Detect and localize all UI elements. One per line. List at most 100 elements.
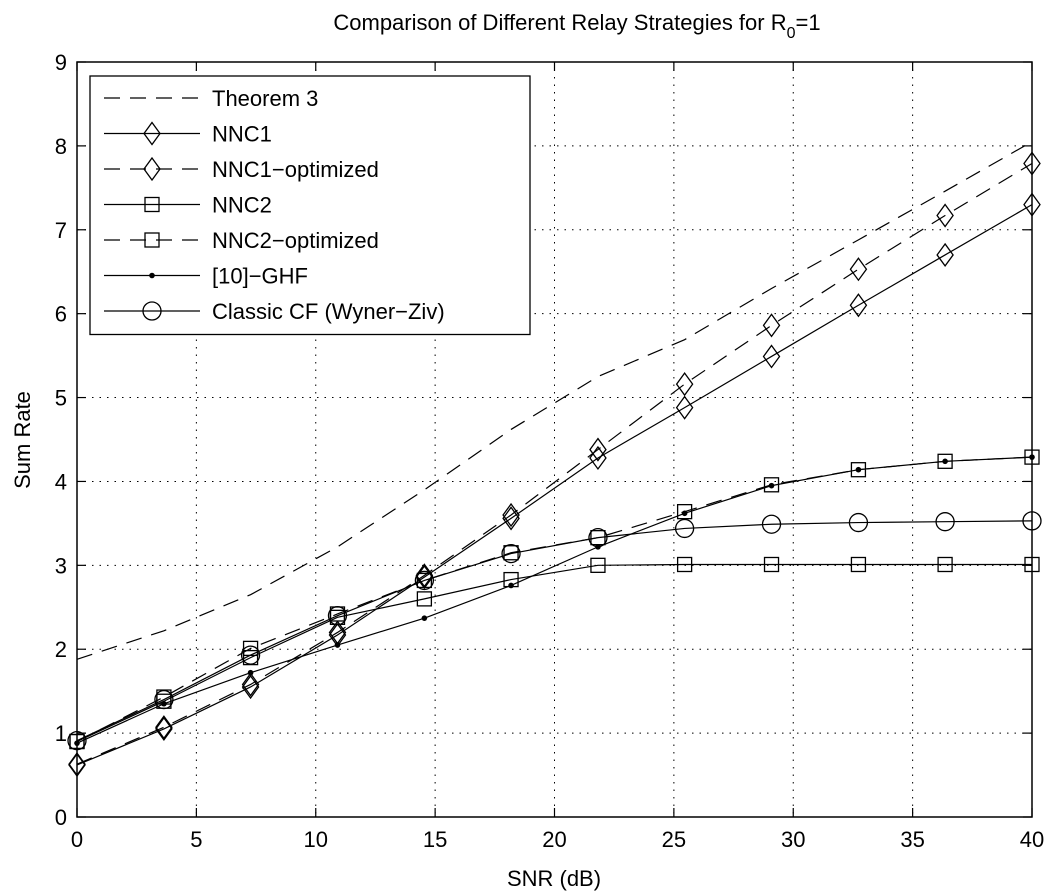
marker-diamond bbox=[502, 506, 520, 531]
marker-diamond bbox=[1023, 151, 1041, 176]
marker-circle bbox=[67, 731, 87, 751]
marker-diamond bbox=[502, 502, 520, 528]
marker-diamond bbox=[849, 293, 868, 318]
marker-dot bbox=[247, 669, 254, 676]
grid bbox=[77, 62, 1032, 817]
marker-square bbox=[590, 557, 606, 573]
marker-dot bbox=[508, 582, 514, 589]
marker-dot bbox=[161, 700, 167, 707]
x-tick-label: 15 bbox=[423, 827, 447, 852]
marker-square bbox=[937, 556, 953, 573]
marker-dot bbox=[942, 458, 948, 465]
marker-diamond bbox=[762, 344, 781, 369]
legend-label: Classic CF (Wyner−Ziv) bbox=[212, 299, 445, 324]
marker-circle bbox=[327, 606, 348, 626]
chart-title: Comparison of Different Relay Strategies… bbox=[333, 10, 820, 42]
marker-circle bbox=[142, 301, 162, 321]
marker-circle bbox=[501, 543, 521, 564]
marker-square bbox=[763, 556, 780, 573]
marker-diamond bbox=[155, 715, 173, 740]
legend-label: NNC1 bbox=[212, 122, 272, 147]
marker-square bbox=[416, 591, 433, 607]
x-axis-label: SNR (dB) bbox=[507, 866, 601, 891]
marker-diamond bbox=[936, 203, 954, 228]
x-tick-label: 40 bbox=[1020, 827, 1044, 852]
marker-circle bbox=[674, 518, 695, 539]
marker-dot bbox=[1029, 454, 1035, 460]
marker-dot bbox=[334, 642, 341, 648]
marker-dot bbox=[74, 740, 80, 746]
marker-dot bbox=[149, 272, 155, 279]
marker-circle bbox=[1022, 511, 1042, 531]
marker-diamond bbox=[143, 156, 161, 182]
series-line bbox=[76, 563, 1032, 743]
y-tick-label: 2 bbox=[55, 637, 67, 662]
marker-square bbox=[850, 462, 867, 478]
x-tick-label: 5 bbox=[190, 827, 202, 852]
series-line bbox=[76, 204, 1033, 766]
marker-circle bbox=[935, 512, 955, 532]
marker-diamond bbox=[241, 674, 260, 700]
legend: Theorem 3 NNC1 NNC1−optimized NNC2 NNC2−opti… bbox=[89, 75, 531, 336]
legend-box bbox=[89, 75, 531, 336]
marker-circle bbox=[848, 512, 869, 533]
marker-square bbox=[416, 572, 433, 589]
marker-circle bbox=[240, 645, 261, 665]
y-tick-label: 9 bbox=[55, 50, 67, 75]
y-tick-label: 6 bbox=[55, 302, 67, 327]
y-tick-label: 7 bbox=[55, 218, 67, 243]
marker-dot bbox=[421, 615, 428, 621]
marker-square bbox=[144, 232, 160, 248]
series-line bbox=[76, 141, 1033, 660]
series-line bbox=[76, 162, 1033, 765]
series bbox=[74, 454, 1035, 746]
marker-square bbox=[850, 556, 867, 573]
series bbox=[67, 511, 1042, 751]
legend-label: NNC1−optimized bbox=[212, 157, 379, 182]
y-tick-label: 3 bbox=[55, 553, 67, 578]
marker-dot bbox=[768, 482, 775, 489]
marker-circle bbox=[154, 689, 174, 710]
marker-diamond bbox=[849, 257, 868, 282]
marker-diamond bbox=[415, 563, 434, 588]
marker-diamond bbox=[155, 716, 173, 742]
legend-label: NNC2 bbox=[212, 193, 272, 218]
marker-diamond bbox=[936, 242, 954, 268]
axis-ticks: 0 5 10 15 20 25 30 35 40 0 1 2 3 4 5 6 7 8 9 bbox=[55, 50, 1044, 852]
marker-diamond bbox=[241, 672, 260, 697]
series-layer bbox=[67, 141, 1042, 778]
series bbox=[69, 556, 1040, 750]
marker-diamond bbox=[1023, 192, 1041, 217]
series-line bbox=[76, 456, 1033, 744]
marker-diamond bbox=[762, 313, 781, 338]
marker-circle bbox=[588, 528, 608, 548]
marker-diamond bbox=[675, 372, 694, 397]
marker-square bbox=[676, 556, 693, 573]
marker-dot bbox=[681, 510, 688, 517]
y-tick-label: 8 bbox=[55, 134, 67, 159]
legend-label: Theorem 3 bbox=[212, 86, 318, 111]
legend-label: [10]−GHF bbox=[212, 264, 308, 289]
marker-diamond bbox=[68, 752, 86, 777]
marker-diamond bbox=[675, 395, 694, 420]
x-tick-label: 20 bbox=[542, 827, 566, 852]
marker-circle bbox=[761, 514, 782, 534]
series bbox=[76, 141, 1033, 660]
marker-diamond bbox=[143, 121, 161, 146]
marker-diamond bbox=[589, 437, 607, 462]
x-tick-label: 30 bbox=[781, 827, 805, 852]
marker-dot bbox=[855, 466, 862, 473]
x-tick-label: 0 bbox=[71, 827, 83, 852]
x-tick-label: 10 bbox=[304, 827, 328, 852]
y-tick-label: 4 bbox=[55, 469, 67, 494]
y-tick-label: 1 bbox=[55, 721, 67, 746]
y-tick-label: 0 bbox=[55, 805, 67, 830]
marker-square bbox=[1024, 556, 1040, 573]
x-tick-label: 25 bbox=[662, 827, 686, 852]
marker-square bbox=[69, 733, 85, 750]
x-tick-label: 35 bbox=[900, 827, 924, 852]
marker-circle bbox=[414, 570, 435, 591]
series-line bbox=[76, 520, 1033, 742]
y-axis-label: Sum Rate bbox=[10, 391, 35, 489]
